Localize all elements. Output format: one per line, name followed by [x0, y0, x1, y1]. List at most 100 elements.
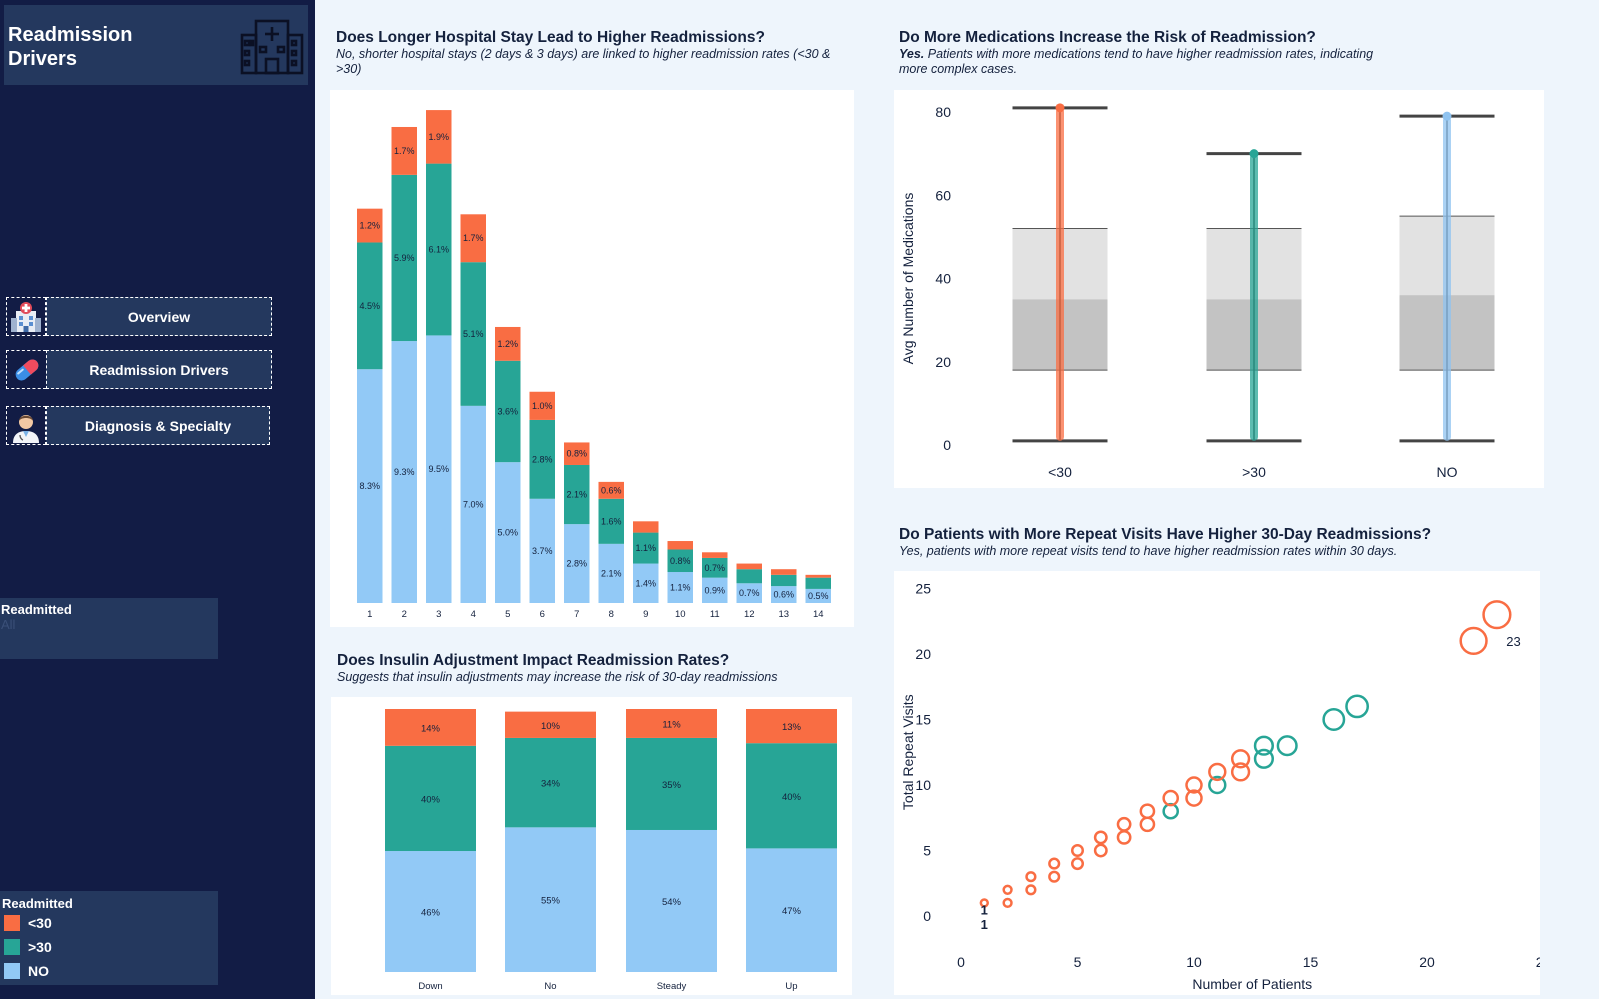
bar-lt30-5 [495, 326, 521, 361]
readmitted-filter[interactable]: Readmitted All [0, 598, 218, 659]
legend-label: >30 [28, 939, 52, 955]
insulin-chart-panel: 46% 40% 14% Down 55% 34% 10% No 54% 35% 11% Steady 4… [331, 697, 852, 995]
legend-swatch [4, 939, 20, 955]
x-tick-label: 7 [574, 609, 579, 620]
scatter-point [1230, 762, 1251, 782]
x-tick-label: 4 [471, 609, 476, 620]
bar-no-5 [495, 462, 521, 603]
y-tick-label: 40 [935, 271, 951, 287]
data-label: 10% [541, 721, 561, 732]
stay-chart-title: Does Longer Hospital Stay Lead to Higher… [336, 29, 765, 46]
bar-gt30-3 [426, 163, 452, 336]
data-label: 7.0% [463, 499, 484, 509]
bar-no-8 [598, 543, 624, 603]
x-tick-label: 1 [367, 609, 372, 620]
data-label: 1.1% [670, 583, 691, 593]
x-tick-label: Up [785, 981, 797, 992]
nav-readmission-drivers-label: Readmission Drivers [46, 350, 272, 389]
readmitted-legend: Readmitted <30 >30 NO [0, 891, 218, 985]
x-tick-label: 8 [609, 609, 614, 620]
y-tick-label: 25 [915, 581, 931, 597]
data-label: 0.8% [670, 556, 691, 566]
bar-gt30-10 [667, 549, 693, 573]
data-label: 1.1% [635, 543, 656, 553]
nav-diagnosis-specialty-button[interactable]: Diagnosis & Specialty [6, 406, 270, 445]
x-tick-label: 14 [813, 609, 824, 620]
x-tick-label: NO [1437, 464, 1458, 480]
visits-chart-subtitle: Yes, patients with more repeat visits te… [899, 544, 1398, 558]
x-tick-label: 15 [1303, 954, 1319, 970]
legend-label: <30 [28, 915, 52, 931]
distribution-strip-2 [1443, 116, 1451, 441]
legend-swatch [4, 963, 20, 979]
nav-readmission-drivers-button[interactable]: Readmission Drivers [6, 350, 272, 389]
nav-diagnosis-specialty-label: Diagnosis & Specialty [46, 406, 270, 445]
data-label: 2.8% [532, 454, 553, 464]
data-label: 1.2% [497, 339, 518, 349]
data-label: 40% [782, 792, 802, 803]
scatter-point [1002, 884, 1013, 895]
bar-lt30-2 [391, 126, 417, 175]
bar-lt30-10 [667, 541, 693, 550]
scatter-point [1253, 748, 1274, 769]
y-tick-label: 5 [923, 843, 931, 859]
x-tick-label: 3 [436, 609, 441, 620]
data-label: 40% [421, 794, 441, 805]
bar-gt30-down [385, 745, 476, 852]
scatter-point [1139, 803, 1156, 820]
outlier-point [1249, 149, 1259, 159]
nav-overview-button[interactable]: Overview [6, 297, 272, 336]
bar-lt30-down [385, 709, 476, 746]
bar-no-11 [702, 577, 728, 603]
x-axis-label: Number of Patients [1192, 976, 1312, 992]
filter-value[interactable]: All [1, 617, 16, 632]
stay-chart-panel: 8.3% 4.5% 1.2% 1 9.3% 5.9% 1.7% 2 9.5% 6.1% 1.9% 3 7… [330, 90, 854, 627]
data-label: 0.8% [566, 449, 587, 459]
meds-chart: 0 20 40 60 80 Avg Number of Medications <30 >30… [900, 103, 1495, 480]
point-annotation: 23 [1506, 634, 1520, 649]
x-tick-label: 2 [402, 609, 407, 620]
scatter-point [1276, 735, 1298, 757]
bar-no-up [746, 848, 837, 972]
scatter-point [1093, 843, 1108, 858]
bar-lt30-steady [626, 709, 717, 738]
data-label: 11% [662, 719, 681, 730]
bar-lt30-3 [426, 110, 452, 164]
y-tick-label: 60 [935, 187, 951, 203]
x-tick-label: No [544, 981, 556, 992]
outlier-point [1442, 111, 1452, 121]
bar-no-2 [391, 341, 417, 603]
y-tick-label: 15 [915, 712, 931, 728]
legend-item-gt30: >30 [4, 939, 52, 955]
bar-gt30-8 [598, 498, 624, 544]
bar-gt30-9 [633, 532, 659, 564]
bar-no-3 [426, 335, 452, 603]
data-label: 0.6% [773, 590, 794, 600]
data-label: 14% [421, 723, 441, 734]
meds-chart-panel: 0 20 40 60 80 Avg Number of Medications <30 >30… [894, 90, 1544, 488]
nav-overview-label: Overview [46, 297, 272, 336]
data-label: 1.6% [601, 516, 622, 526]
outlier-point [1055, 103, 1065, 113]
y-axis-label: Avg Number of Medications [900, 193, 916, 365]
bar-lt30-up [746, 709, 837, 744]
legend-label: NO [28, 963, 49, 979]
meds-subtitle-text: Patients with more medications tend to h… [899, 47, 1374, 76]
data-label: 1.0% [532, 401, 553, 411]
x-tick-label: 10 [675, 609, 686, 620]
bar-no-12 [736, 583, 762, 603]
bar-gt30-no [505, 737, 596, 828]
bar-gt30-steady [626, 737, 717, 830]
bar-gt30-7 [564, 464, 590, 525]
bar-no-1 [357, 369, 383, 603]
scatter-point [1482, 600, 1512, 630]
bar-lt30-12 [736, 563, 762, 570]
y-axis-label: Total Repeat Visits [900, 694, 916, 810]
scatter-point [1093, 830, 1108, 845]
data-label: 5.1% [463, 329, 484, 339]
y-tick-label: 0 [943, 437, 951, 453]
data-label: 1.7% [394, 146, 415, 156]
x-tick-label: 12 [744, 609, 755, 620]
data-label: 0.9% [704, 585, 725, 595]
data-label: 1.2% [359, 221, 380, 231]
